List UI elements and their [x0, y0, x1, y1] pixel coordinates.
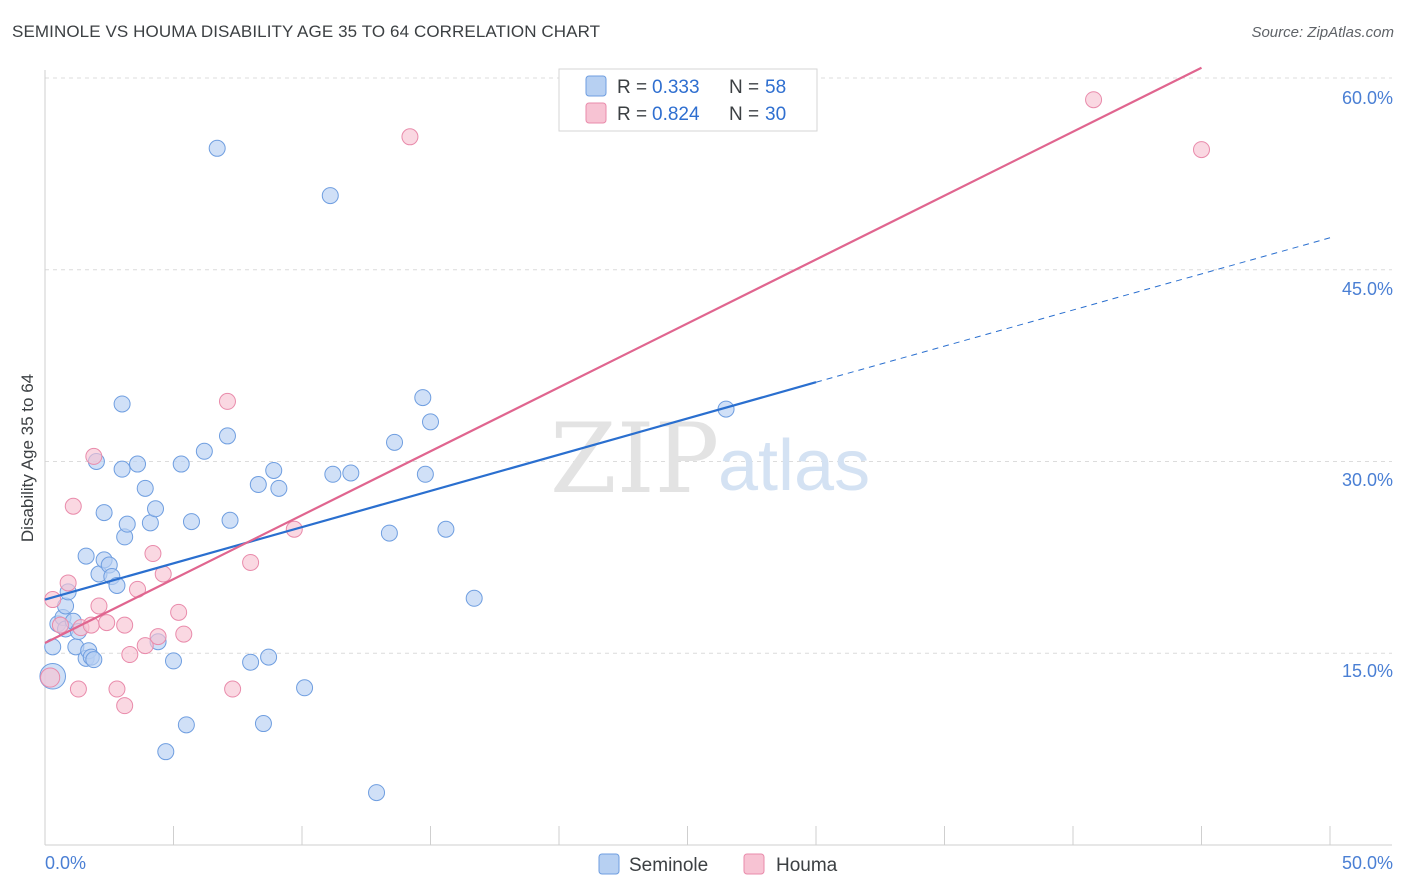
legend-houma-swatch: [585, 102, 607, 124]
seminole-point-32: [165, 652, 182, 670]
y-axis-label: Disability Age 35 to 64: [18, 374, 37, 542]
houma-point-13: [116, 616, 134, 634]
seminole-point-26: [129, 455, 147, 473]
legend-houma-n-label: N =: [729, 104, 759, 125]
houma-point-28: [1193, 141, 1210, 159]
seminole-point-42: [254, 715, 272, 733]
watermark-atlas: atlas: [718, 426, 870, 506]
legend-seminole-n-label: N =: [729, 77, 759, 98]
seminole-point-34: [177, 716, 195, 734]
houma-point-18: [149, 628, 167, 646]
x-tick-label-0: 0.0%: [45, 853, 86, 873]
seminole-point-47: [321, 187, 339, 205]
x-tick-label-50: 50.0%: [1342, 853, 1393, 873]
bottom-legend-houma-swatch: [743, 853, 765, 875]
seminole-point-38: [218, 427, 236, 445]
seminole-point-53: [414, 389, 432, 407]
bottom-legend-seminole-swatch: [598, 853, 620, 875]
seminole-point-33: [172, 455, 190, 473]
seminole-point-49: [342, 464, 360, 482]
seminole-point-51: [380, 524, 398, 542]
seminole-point-23: [113, 460, 131, 478]
houma-point-2: [51, 616, 69, 634]
seminole-point-36: [195, 442, 213, 460]
seminole-point-43: [260, 648, 278, 666]
houma-points: [40, 91, 1210, 715]
legend-seminole-r-label: R =: [617, 77, 647, 98]
seminole-point-27: [136, 479, 154, 497]
seminole-point-46: [296, 679, 314, 697]
seminole-point-14: [85, 651, 103, 669]
houma-point-27: [1085, 91, 1103, 109]
seminole-point-41: [249, 476, 267, 494]
seminole-point-54: [416, 465, 434, 483]
houma-point-26: [401, 128, 419, 146]
y-tick-label-60: 60.0%: [1342, 88, 1393, 108]
seminole-point-56: [437, 520, 455, 538]
houma-point-17: [144, 545, 162, 563]
seminole-point-50: [368, 784, 386, 802]
legend-houma-r-label: R =: [617, 104, 647, 125]
houma-trend-line: [44, 66, 1202, 645]
houma-point-3: [59, 574, 77, 592]
houma-point-12: [116, 697, 134, 715]
y-tick-label-30: 30.0%: [1342, 470, 1393, 490]
houma-point-9: [90, 597, 108, 615]
legend-houma-n-value: 30: [765, 104, 786, 125]
houma-point-10: [98, 614, 116, 632]
houma-point-4: [64, 497, 82, 515]
houma-point-11: [108, 680, 126, 698]
houma-point-23: [224, 680, 242, 698]
seminole-point-55: [422, 413, 439, 431]
seminole-point-29: [147, 500, 165, 518]
seminole-trend-line: [44, 381, 817, 601]
seminole-point-57: [465, 589, 483, 607]
seminole-point-37: [208, 139, 226, 157]
seminole-point-25: [118, 515, 136, 533]
houma-point-22: [218, 392, 236, 410]
houma-point-8: [85, 447, 103, 465]
legend-box: R = 0.333 N = 58 R = 0.824 N = 30: [558, 68, 818, 132]
x-axis-ticks: [44, 826, 1331, 845]
seminole-point-40: [242, 653, 260, 671]
houma-point-14: [121, 646, 139, 664]
source-label: Source: ZipAtlas.com: [1251, 24, 1394, 41]
houma-point-21: [175, 625, 193, 643]
watermark-zip: ZIP: [550, 403, 719, 515]
trend-lines: [44, 66, 1331, 645]
seminole-point-48: [324, 465, 342, 483]
houma-point-16: [136, 637, 154, 655]
seminole-point-10: [77, 547, 95, 565]
seminole-point-17: [95, 504, 113, 522]
houma-point-0: [40, 667, 61, 688]
bottom-legend-seminole-label: Seminole: [629, 855, 708, 876]
seminole-point-22: [113, 395, 131, 413]
seminole-point-45: [270, 479, 288, 497]
seminole-point-31: [157, 743, 175, 761]
houma-point-24: [242, 553, 260, 571]
seminole-trend-extension: [815, 237, 1331, 383]
y-tick-label-15: 15.0%: [1342, 661, 1393, 681]
legend-seminole-r-value: 0.333: [652, 77, 700, 98]
legend-seminole-swatch: [585, 75, 607, 97]
seminole-point-35: [182, 513, 200, 531]
seminole-point-52: [386, 433, 404, 451]
houma-point-5: [69, 680, 87, 698]
chart-title: SEMINOLE VS HOUMA DISABILITY AGE 35 TO 6…: [12, 22, 601, 41]
bottom-legend-houma-label: Houma: [776, 855, 838, 876]
houma-point-20: [170, 603, 188, 621]
y-tick-label-45: 45.0%: [1342, 279, 1393, 299]
legend-seminole-n-value: 58: [765, 77, 786, 98]
legend-houma-r-value: 0.824: [652, 104, 700, 125]
seminole-point-44: [265, 461, 283, 479]
seminole-point-39: [221, 511, 239, 529]
